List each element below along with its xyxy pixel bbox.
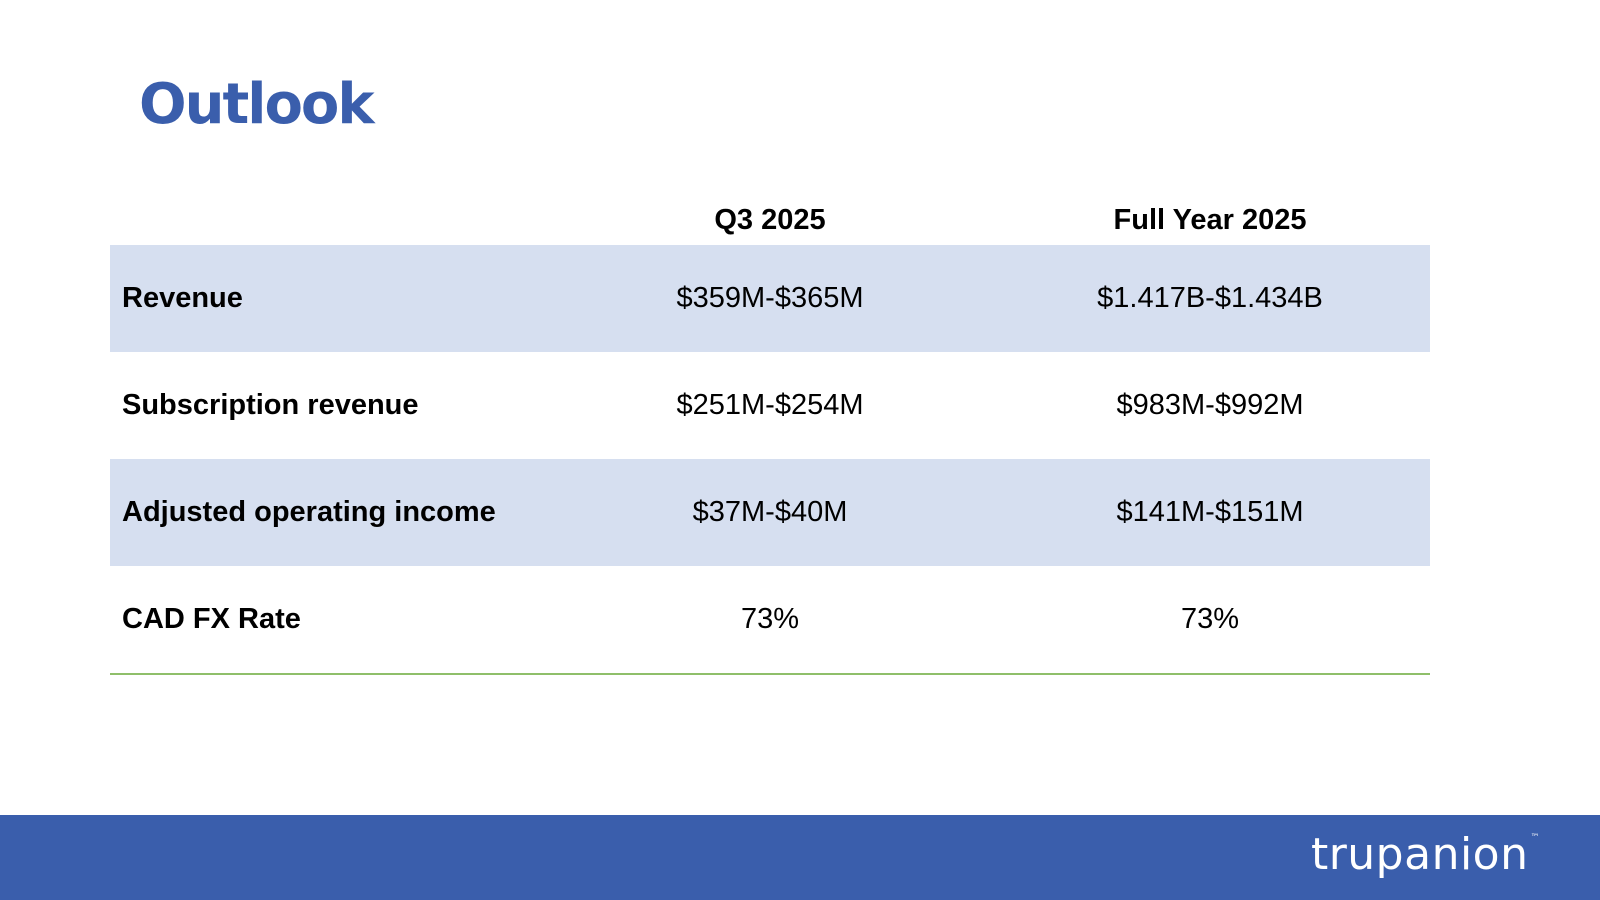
row-label: Subscription revenue — [122, 389, 419, 421]
column-header-full-year-2025: Full Year 2025 — [1113, 203, 1307, 236]
q3-value: $251M-$254M — [676, 389, 864, 421]
footer-bar: trupanion ™ — [0, 815, 1600, 900]
column-header-metric — [110, 195, 550, 245]
table-header-row: Q3 2025 Full Year 2025 — [110, 195, 1430, 245]
column-header-q3-2025: Q3 2025 — [714, 203, 826, 236]
q3-value: 73% — [550, 566, 990, 675]
trademark-mark: ™ — [1530, 833, 1540, 843]
row-label: Adjusted operating income — [110, 459, 550, 566]
slide-title: Outlook — [139, 72, 375, 137]
table-row: Subscription revenue $251M-$254M $983M-$… — [110, 352, 1430, 459]
brand-wordmark: trupanion — [1310, 829, 1529, 880]
row-label: CAD FX Rate — [110, 566, 550, 675]
full-year-value: 73% — [990, 566, 1430, 675]
row-label: Revenue — [110, 245, 550, 352]
table-row: Revenue $359M-$365M $1.417B-$1.434B — [110, 245, 1430, 352]
outlook-table: Q3 2025 Full Year 2025 Revenue $359M-$36… — [110, 195, 1430, 675]
full-year-value: $141M-$151M — [990, 459, 1430, 566]
table-row: CAD FX Rate 73% 73% — [110, 566, 1430, 675]
brand-logo: trupanion ™ — [1311, 829, 1540, 880]
full-year-value: $1.417B-$1.434B — [990, 245, 1430, 352]
q3-value: $359M-$365M — [550, 245, 990, 352]
full-year-value: $983M-$992M — [1116, 389, 1304, 421]
q3-value: $37M-$40M — [550, 459, 990, 566]
table-row: Adjusted operating income $37M-$40M $141… — [110, 459, 1430, 566]
